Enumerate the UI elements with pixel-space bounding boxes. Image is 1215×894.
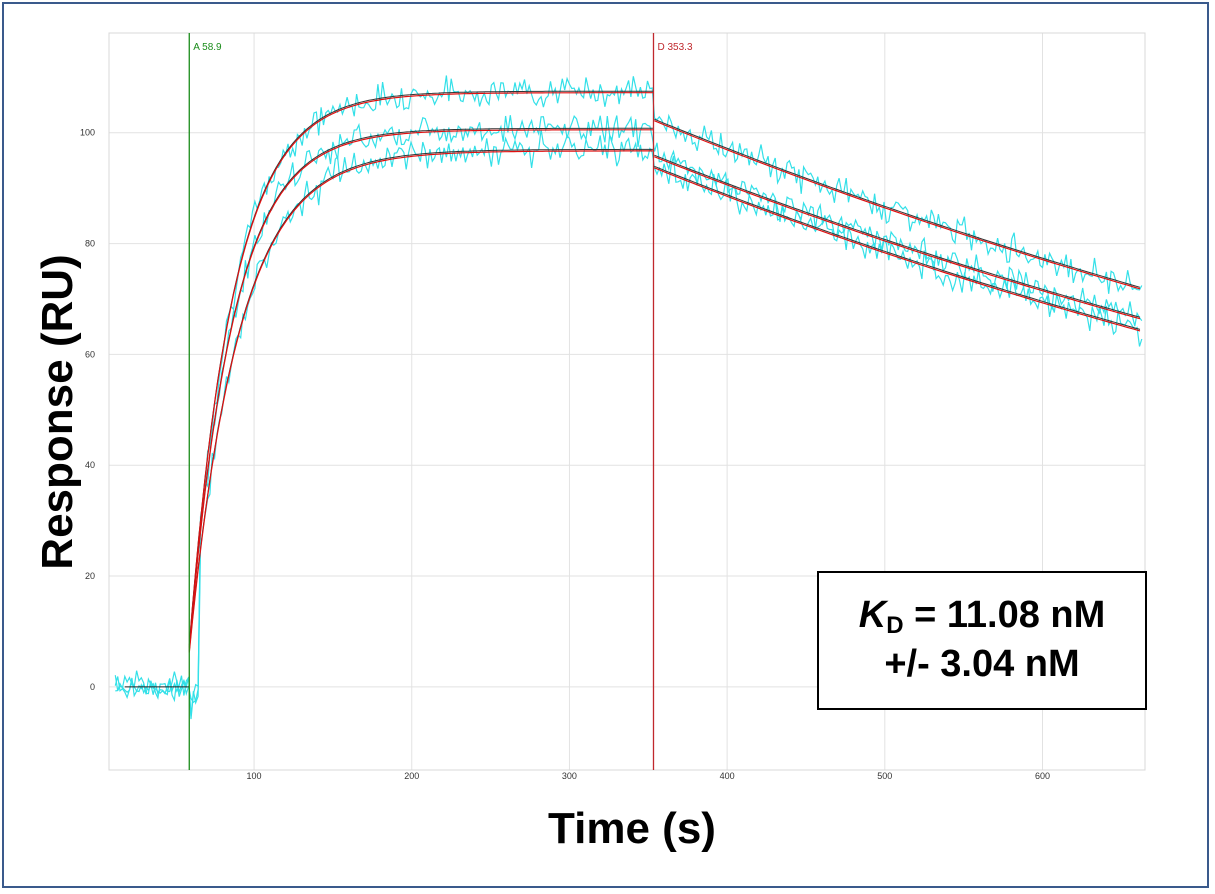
- kd-error: +/- 3.04 nM: [884, 643, 1080, 686]
- fit-association-2: [188, 129, 653, 650]
- kd-annotation-box: KD = 11.08 nM +/- 3.04 nM: [817, 571, 1147, 710]
- fit-curves: [124, 90, 1141, 688]
- y-tick-60: 60: [85, 349, 95, 359]
- fit-overlay-association-1: [188, 90, 653, 646]
- y-tick-100: 100: [80, 128, 95, 138]
- x-axis-title: Time (s): [548, 804, 716, 853]
- fit-overlay-dissociation-1: [654, 118, 1141, 288]
- fit-overlay-dissociation-2: [654, 154, 1141, 318]
- marker-label-2: D 353.3: [657, 42, 692, 53]
- marker-label-1: A 58.9: [193, 42, 222, 53]
- x-tick-300: 300: [562, 771, 577, 781]
- x-tick-100: 100: [247, 771, 262, 781]
- x-tick-600: 600: [1035, 771, 1050, 781]
- fit-association-1: [188, 92, 653, 647]
- kd-value-text: = 11.08 nM: [903, 594, 1106, 637]
- y-tick-0: 0: [90, 682, 95, 692]
- kd-symbol: K: [858, 594, 887, 637]
- y-tick-20: 20: [85, 571, 95, 581]
- x-tick-400: 400: [720, 771, 735, 781]
- kd-subscript: D: [886, 612, 904, 640]
- x-tick-500: 500: [877, 771, 892, 781]
- fit-dissociation-1: [654, 120, 1141, 290]
- grid-lines: [109, 33, 1145, 770]
- data-trace-3: [114, 129, 1143, 716]
- plot-area: [108, 32, 1146, 771]
- injection-markers: A 58.9 D 353.3: [188, 33, 693, 770]
- y-axis-title: Response (RU): [33, 254, 82, 569]
- fit-association-3: [188, 150, 653, 653]
- plot-border: [108, 32, 1146, 771]
- y-tick-40: 40: [85, 460, 95, 470]
- y-tick-80: 80: [85, 239, 95, 249]
- x-tick-200: 200: [404, 771, 419, 781]
- y-tick-labels: 0 20 40 60 80 100: [80, 128, 95, 692]
- fit-dissociation-3: [654, 167, 1141, 332]
- kd-value: KD = 11.08 nM: [859, 592, 1106, 641]
- fit-overlay-association-2: [188, 127, 653, 649]
- fit-dissociation-2: [654, 156, 1141, 320]
- x-tick-labels: 100 200 300 400 500 600: [247, 771, 1050, 781]
- fit-overlay-association-3: [188, 148, 653, 651]
- fit-overlay-dissociation-3: [654, 165, 1141, 330]
